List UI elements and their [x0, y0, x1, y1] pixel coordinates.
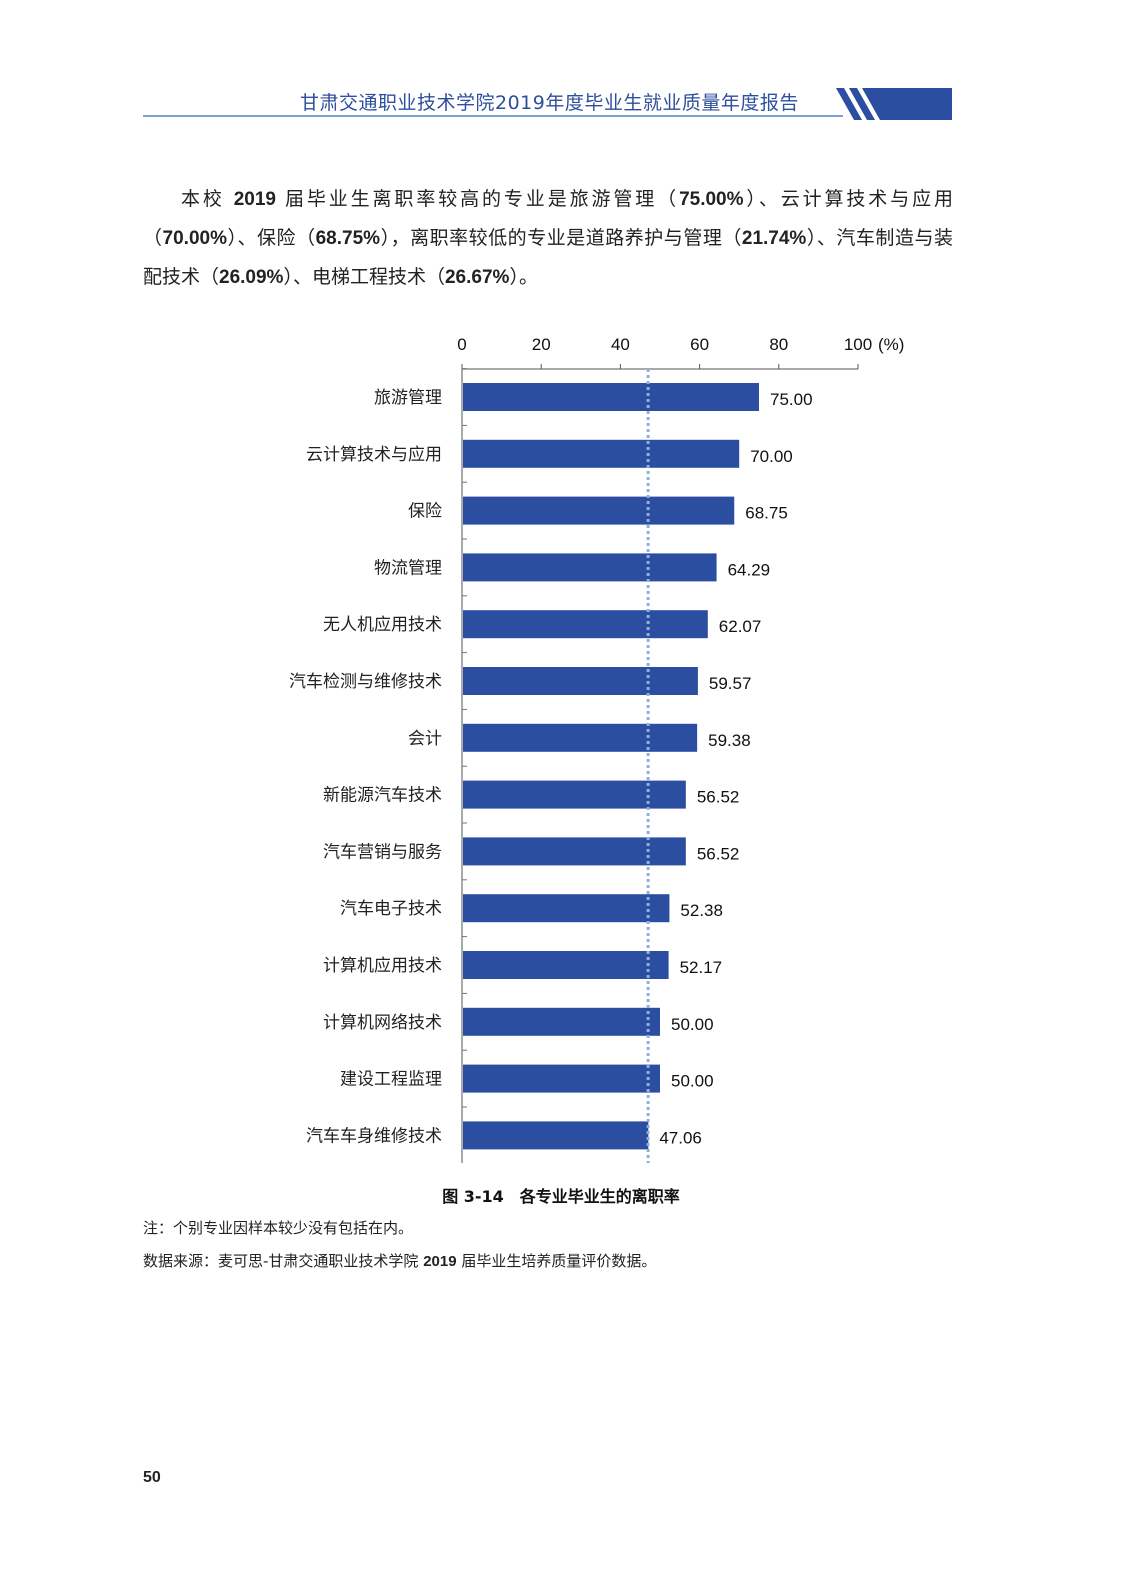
- bar: [463, 1007, 660, 1036]
- x-axis-unit: (%): [878, 335, 904, 354]
- x-tick-label: 80: [769, 335, 788, 354]
- figure-caption: 图 3-14 各专业毕业生的离职率: [442, 1187, 680, 1206]
- bar: [463, 383, 759, 411]
- value-label: 75.00: [770, 390, 813, 409]
- bar: [463, 780, 686, 809]
- category-label: 新能源汽车技术: [323, 786, 442, 806]
- value-label: 52.17: [680, 958, 723, 977]
- category-label: 汽车车身维修技术: [306, 1126, 442, 1146]
- bar: [463, 894, 670, 923]
- bar: [463, 496, 735, 525]
- category-label: 建设工程监理: [340, 1070, 442, 1090]
- category-label: 无人机应用技术: [323, 615, 442, 635]
- category-label: 计算机网络技术: [323, 1013, 442, 1033]
- value-label: 50.00: [671, 1015, 714, 1034]
- bar: [463, 837, 686, 866]
- x-tick-label: 40: [611, 335, 630, 354]
- category-label: 物流管理: [374, 558, 442, 578]
- category-label: 计算机应用技术: [323, 956, 442, 976]
- value-label: 59.38: [708, 731, 751, 750]
- turnover-rate-bar-chart: 0 20 40 60 80 100 (%) 旅游管理 75.00 云计算技术与应用 70.00 保险 6…: [289, 335, 904, 1163]
- value-label: 50.00: [671, 1072, 714, 1091]
- bar: [463, 667, 698, 695]
- bar: [463, 1121, 649, 1150]
- value-label: 64.29: [728, 560, 771, 579]
- page-header-title: 甘肃交通职业技术学院2019年度毕业生就业质量年度报告: [300, 92, 799, 114]
- category-label: 云计算技术与应用: [306, 445, 442, 465]
- category-label: 旅游管理: [374, 388, 442, 408]
- body-paragraph: 本校 2019 届毕业生离职率较高的专业是旅游管理（75.00%）、云计算技术与…: [143, 188, 953, 288]
- value-label: 59.57: [709, 674, 752, 693]
- category-label: 汽车检测与维修技术: [289, 672, 442, 692]
- figure-note: 注：个别专业因样本较少没有包括在内。: [143, 1219, 414, 1237]
- header-rule: [143, 115, 843, 117]
- x-tick-label: 60: [690, 335, 709, 354]
- data-source: 数据来源：麦可思-甘肃交通职业技术学院 2019 届毕业生培养质量评价数据。: [143, 1252, 657, 1270]
- bar: [463, 439, 740, 468]
- value-label: 47.06: [659, 1128, 702, 1147]
- header-stripes-logo: [836, 88, 952, 120]
- category-label: 会计: [408, 729, 442, 749]
- category-label: 汽车电子技术: [340, 899, 442, 919]
- value-label: 70.00: [750, 447, 793, 466]
- bar: [463, 723, 698, 752]
- category-label: 汽车营销与服务: [323, 842, 442, 862]
- x-tick-label: 20: [532, 335, 551, 354]
- value-label: 62.07: [719, 617, 762, 636]
- bar: [463, 610, 708, 639]
- category-label: 保险: [408, 502, 442, 522]
- x-tick-label: 100: [844, 335, 872, 354]
- x-tick-label: 0: [457, 335, 466, 354]
- value-label: 52.38: [680, 901, 723, 920]
- bar: [463, 1064, 660, 1093]
- bar: [463, 951, 669, 979]
- bar: [463, 553, 717, 582]
- value-label: 68.75: [745, 504, 788, 523]
- value-label: 56.52: [697, 844, 740, 863]
- page-number: 50: [143, 1469, 161, 1486]
- value-label: 56.52: [697, 788, 740, 807]
